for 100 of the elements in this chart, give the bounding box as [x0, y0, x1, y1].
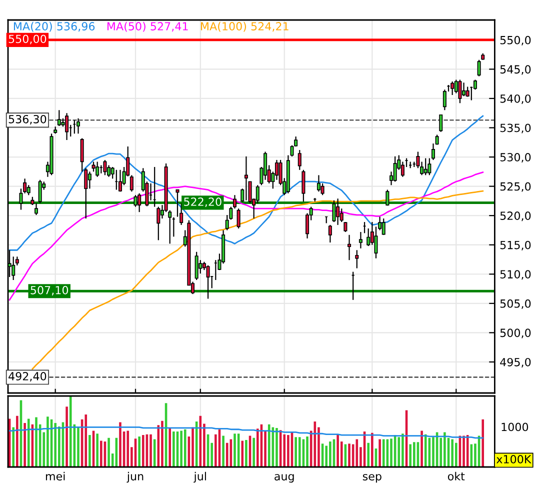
candlestick	[336, 198, 340, 226]
text: MA(100) 524,21	[201, 22, 288, 32]
candlestick	[65, 112, 69, 141]
bar	[306, 436, 308, 467]
candlestick	[442, 89, 446, 111]
candlestick	[374, 226, 378, 259]
candlestick	[198, 260, 202, 274]
y-tick-label: 530,0	[500, 152, 531, 163]
bar	[226, 442, 228, 467]
x-tick-label: jun	[126, 472, 144, 483]
bar	[108, 438, 110, 467]
bar	[172, 432, 175, 467]
candlestick	[138, 192, 142, 213]
y-tick-label: 495,0	[500, 358, 531, 368]
candlestick	[34, 202, 38, 216]
bar	[77, 427, 80, 467]
candlestick	[302, 169, 306, 202]
bar	[84, 414, 88, 467]
candlestick	[76, 118, 80, 134]
bar	[54, 422, 56, 467]
bar	[66, 406, 68, 467]
bar	[184, 429, 186, 467]
bar	[69, 396, 72, 467]
candlestick	[244, 156, 248, 201]
x-tick-label: sep	[362, 474, 382, 483]
candlestick	[236, 208, 240, 230]
candlestick	[462, 82, 466, 97]
line-series	[8, 115, 484, 251]
bar	[100, 440, 102, 467]
y-tick-label: 525,0	[500, 182, 531, 192]
bar	[420, 430, 423, 467]
bar	[27, 418, 30, 467]
bar	[424, 434, 427, 467]
y-tick-label: 505,0	[500, 299, 531, 309]
bar	[398, 437, 400, 467]
bar	[455, 442, 458, 467]
y-tick-label: 500,0	[500, 328, 531, 338]
bar	[12, 427, 14, 467]
bar	[119, 422, 122, 467]
candlestick	[344, 221, 348, 233]
ref-line-label: 492,40	[8, 372, 46, 382]
bar	[46, 416, 49, 467]
bar	[402, 434, 404, 467]
bar	[138, 436, 140, 467]
line-series	[32, 190, 484, 370]
bar	[161, 420, 164, 467]
bar	[462, 436, 465, 467]
candlestick	[206, 264, 210, 300]
bar	[234, 434, 236, 467]
bar	[142, 435, 144, 467]
bar	[287, 435, 290, 467]
x-tick-label: mei	[46, 472, 65, 480]
candlestick	[38, 179, 42, 204]
ref-line-label: 550,00	[8, 34, 46, 44]
bar	[378, 439, 381, 467]
candlestick	[332, 200, 336, 223]
bar	[126, 430, 130, 467]
text: 1000	[502, 422, 528, 432]
y-tick-label: 550,0	[500, 36, 531, 46]
bar	[336, 435, 339, 467]
y-tick-label: 535,0	[500, 124, 531, 134]
bar	[451, 439, 454, 467]
bar	[367, 442, 370, 467]
candlestick	[194, 251, 198, 281]
ref-line-label: 536,30	[8, 114, 46, 124]
candlestick	[88, 171, 92, 190]
candlestick	[57, 110, 61, 127]
y-tick-label: 520,0	[500, 212, 531, 222]
candlestick	[439, 114, 443, 132]
bar	[88, 435, 91, 467]
candlestick	[298, 149, 302, 170]
candlestick	[156, 206, 160, 241]
bar	[58, 426, 60, 467]
candlestick	[316, 174, 320, 192]
candlestick	[424, 158, 428, 176]
text: x100K	[496, 455, 532, 464]
candlestick	[393, 156, 397, 182]
candlestick	[458, 79, 462, 104]
candlestick	[477, 59, 481, 77]
ref-line-label: 522,20	[184, 198, 222, 208]
text: MA(50) 527,41	[107, 22, 188, 32]
bar	[413, 442, 416, 467]
y-tick-label: 540,0	[500, 94, 531, 104]
bar	[16, 416, 18, 467]
y-tick-label: 515,0	[500, 240, 531, 250]
x-tick-label: aug	[274, 474, 294, 483]
bar	[329, 441, 332, 467]
x-tick-label: jul	[194, 472, 206, 483]
bar	[294, 437, 297, 467]
bar	[409, 444, 412, 467]
bar	[482, 419, 484, 467]
bar	[180, 430, 182, 467]
bar	[192, 427, 194, 467]
bar	[276, 428, 278, 467]
y-tick-label: 545,0	[500, 65, 531, 75]
candlestick	[328, 224, 332, 244]
y-tick-label: 510,0	[500, 270, 531, 280]
bar	[283, 434, 286, 467]
bar	[134, 438, 137, 467]
bar	[444, 432, 446, 467]
